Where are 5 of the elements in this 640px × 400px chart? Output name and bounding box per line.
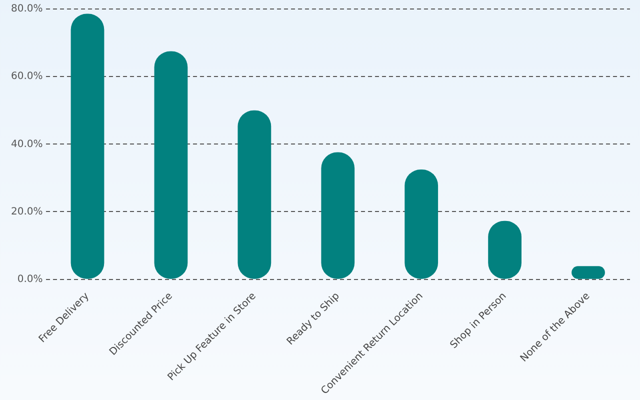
- y-tick-label: 60.0%: [10, 71, 43, 82]
- y-tick-label: 40.0%: [10, 138, 43, 150]
- y-tick-label: 0.0%: [17, 274, 43, 285]
- y-tick-label: 20.0%: [10, 206, 43, 218]
- y-tick-label: 80.0%: [10, 4, 43, 15]
